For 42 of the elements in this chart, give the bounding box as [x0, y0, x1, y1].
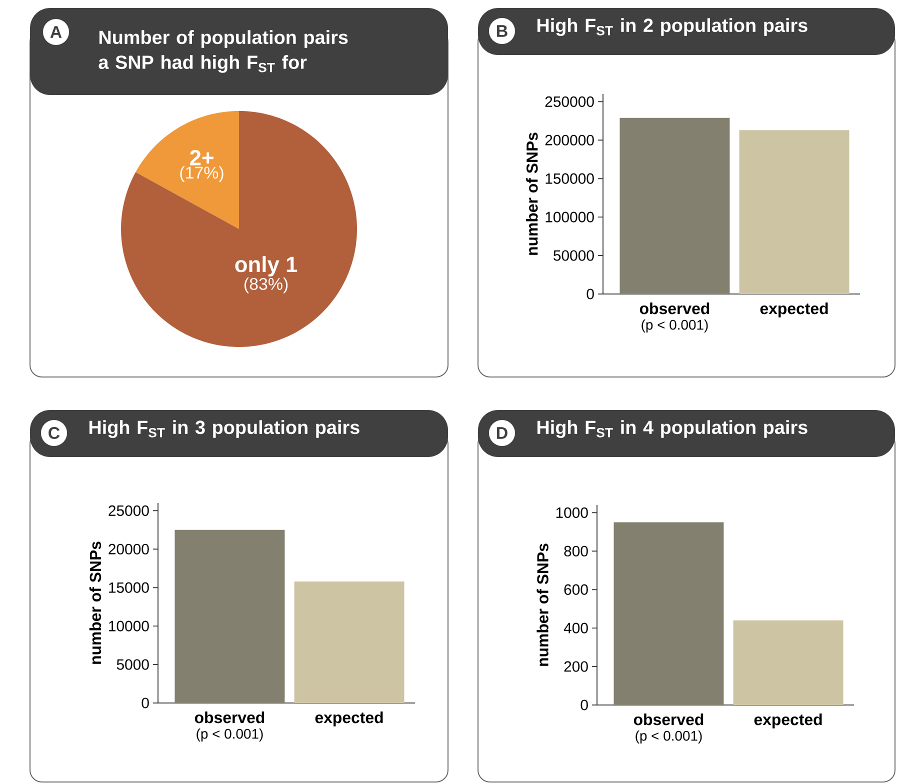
- y-axis-title: number of SNPs: [526, 132, 538, 255]
- chart-title: High F$_{ST}$ in 3 population pairs: [89, 420, 360, 438]
- data-label: (17%): [180, 166, 224, 182]
- y-tick-label: 0: [586, 288, 594, 300]
- y-axis-title: number of SNPs: [536, 544, 548, 666]
- text: B: [497, 25, 508, 37]
- y-tick-label: 0: [142, 698, 149, 708]
- y-tick-label: 1000: [556, 507, 588, 518]
- y-tick-label: 5000: [116, 659, 149, 670]
- chart-title: Number of population pairs a SNP had high F$_{ST}$ for: [98, 30, 348, 73]
- y-tick-label: 15000: [109, 582, 149, 593]
- slice-label: only 1: [235, 256, 298, 277]
- x-tick-label: expected: [315, 712, 383, 726]
- x-tick-label: observed: [194, 712, 264, 724]
- y-tick-label: 25000: [108, 505, 149, 516]
- y-tick-label: 200000: [545, 134, 594, 146]
- x-tick-label: expected: [760, 302, 828, 318]
- y-tick-label: 0: [580, 700, 588, 710]
- y-tick-label: 200: [564, 661, 588, 672]
- y-tick-label: 100000: [546, 212, 594, 222]
- text: (p < 0.001): [196, 728, 263, 742]
- chart-title: High F$_{ST}$ in 4 population pairs: [537, 420, 808, 438]
- chart-title: High F$_{ST}$ in 2 population pairs: [537, 18, 808, 36]
- y-tick-label: 400: [564, 622, 588, 634]
- text: C: [48, 426, 60, 439]
- x-tick-label: observed: [634, 714, 704, 726]
- y-tick-label: 600: [564, 584, 588, 595]
- y-tick-label: 800: [564, 546, 588, 556]
- y-axis-title: number of SNPs: [89, 542, 102, 664]
- x-tick-label: observed: [640, 302, 710, 314]
- text: A: [50, 26, 62, 38]
- y-tick-label: 250000: [545, 96, 594, 107]
- y-tick-label: 10000: [109, 620, 149, 632]
- text: (p < 0.001): [642, 320, 708, 332]
- data-label: (83%): [244, 278, 288, 294]
- y-tick-label: 50000: [554, 250, 594, 261]
- y-tick-label: 150000: [546, 173, 594, 184]
- text: (p < 0.001): [636, 730, 702, 744]
- y-tick-label: 20000: [108, 544, 149, 554]
- slice-label: 2+: [190, 150, 214, 166]
- text: D: [497, 427, 508, 439]
- x-tick-label: expected: [754, 714, 822, 728]
